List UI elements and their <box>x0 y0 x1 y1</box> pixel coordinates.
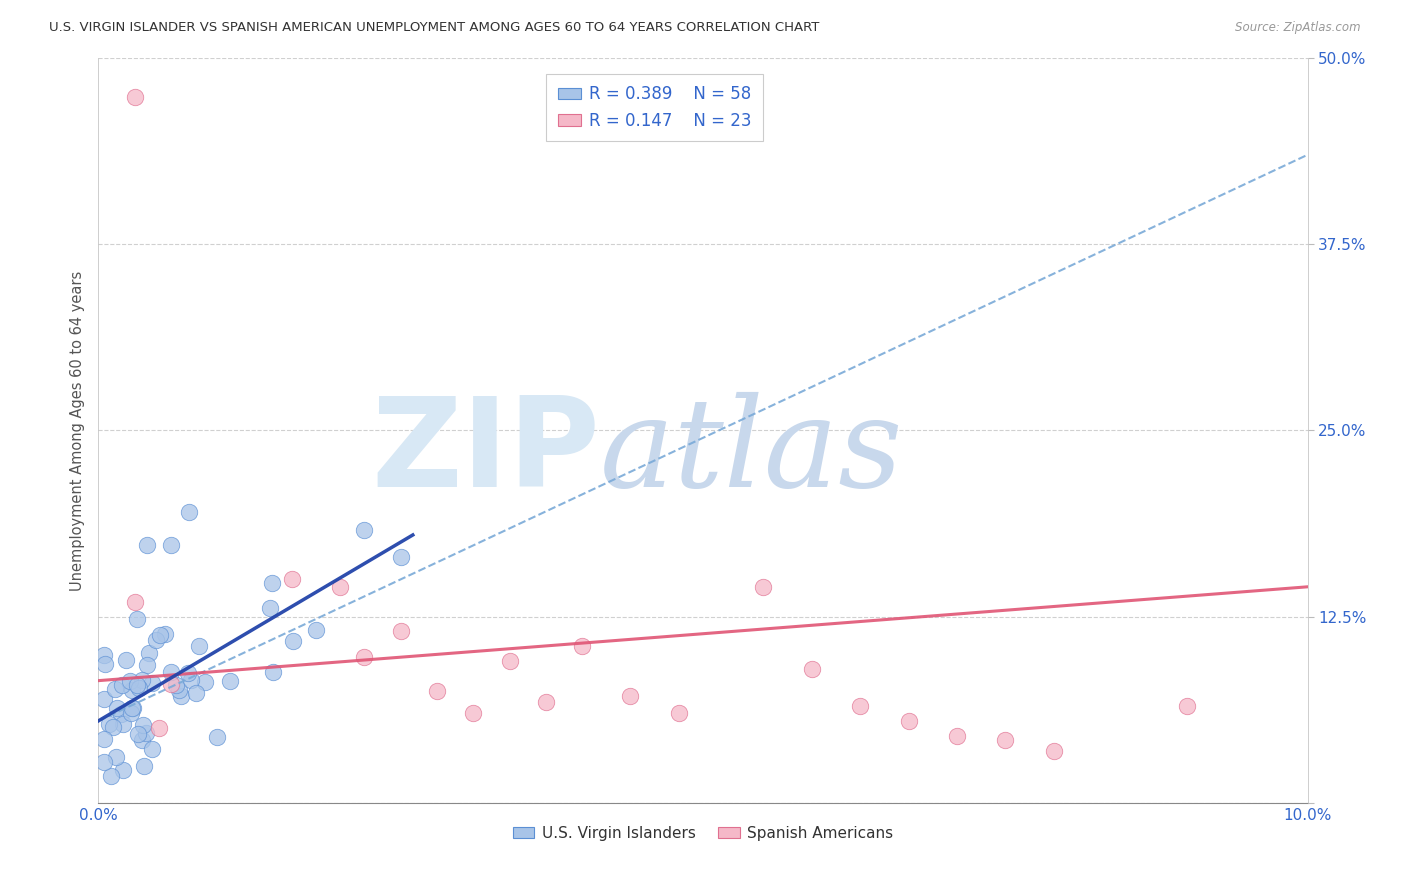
Point <box>136 657 159 672</box>
Point <box>281 634 304 648</box>
Point <box>160 665 183 679</box>
Point <box>1175 698 1198 713</box>
Point <box>534 694 557 708</box>
Point <box>389 549 412 564</box>
Point <box>121 682 143 697</box>
Point <box>262 576 284 591</box>
Point <box>149 628 172 642</box>
Point <box>994 733 1017 747</box>
Point <box>165 678 187 692</box>
Text: ZIP: ZIP <box>371 392 600 513</box>
Point <box>100 769 122 783</box>
Point <box>141 676 163 690</box>
Point <box>104 750 127 764</box>
Point <box>498 654 520 668</box>
Text: atlas: atlas <box>600 392 904 514</box>
Text: U.S. VIRGIN ISLANDER VS SPANISH AMERICAN UNEMPLOYMENT AMONG AGES 60 TO 64 YEARS : U.S. VIRGIN ISLANDER VS SPANISH AMERICAN… <box>49 21 820 34</box>
Point <box>124 595 146 609</box>
Point <box>132 718 155 732</box>
Point <box>305 623 328 637</box>
Point <box>262 665 284 680</box>
Point <box>101 720 124 734</box>
Point <box>118 673 141 688</box>
Point <box>259 601 281 615</box>
Point <box>897 714 920 728</box>
Point <box>849 698 872 713</box>
Point <box>188 640 211 654</box>
Point <box>752 580 775 594</box>
Point <box>389 624 412 639</box>
Point <box>946 729 969 743</box>
Point <box>127 727 149 741</box>
Point <box>329 580 352 594</box>
Point <box>180 673 202 687</box>
Point <box>668 706 690 721</box>
Text: Source: ZipAtlas.com: Source: ZipAtlas.com <box>1236 21 1361 34</box>
Point <box>463 706 485 721</box>
Point <box>107 701 129 715</box>
Point <box>135 538 157 552</box>
Point <box>128 681 150 695</box>
Point <box>800 662 823 676</box>
Point <box>148 721 170 735</box>
Point <box>353 523 375 537</box>
Point <box>93 755 115 769</box>
Point <box>426 684 449 698</box>
Point <box>111 678 134 692</box>
Point <box>134 758 156 772</box>
Point <box>205 730 228 744</box>
Point <box>131 673 153 687</box>
Point <box>127 677 149 691</box>
Point <box>121 701 143 715</box>
Point <box>93 692 115 706</box>
Point <box>122 701 145 715</box>
Point <box>145 633 167 648</box>
Point <box>177 666 200 681</box>
Point <box>571 640 593 654</box>
Point <box>97 717 120 731</box>
Point <box>125 612 148 626</box>
Point <box>131 732 153 747</box>
Point <box>110 706 132 721</box>
Point <box>281 573 304 587</box>
Point <box>170 689 193 703</box>
Legend: U.S. Virgin Islanders, Spanish Americans: U.S. Virgin Islanders, Spanish Americans <box>506 820 900 847</box>
Point <box>167 683 190 698</box>
Point <box>353 649 375 664</box>
Point <box>114 653 136 667</box>
Point <box>153 627 176 641</box>
Point <box>138 646 160 660</box>
Point <box>160 538 183 552</box>
Point <box>104 681 127 696</box>
Point <box>93 732 115 747</box>
Point <box>186 685 208 699</box>
Point <box>179 505 201 519</box>
Point <box>141 742 163 756</box>
Point <box>219 674 242 689</box>
Point <box>112 716 135 731</box>
Point <box>124 89 146 103</box>
Point <box>619 689 641 703</box>
Point <box>94 657 117 672</box>
Point <box>93 648 115 662</box>
Point <box>111 763 134 777</box>
Point <box>160 676 183 690</box>
Point <box>194 675 217 690</box>
Point <box>134 726 156 740</box>
Point <box>121 706 143 720</box>
Point <box>1042 744 1064 758</box>
Y-axis label: Unemployment Among Ages 60 to 64 years: Unemployment Among Ages 60 to 64 years <box>70 270 86 591</box>
